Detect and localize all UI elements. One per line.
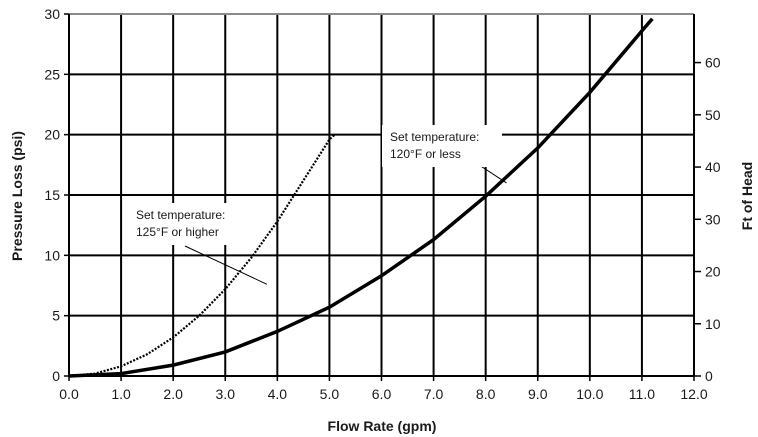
x-tick-label: 2.0 bbox=[163, 386, 183, 402]
y2-tick-label: 20 bbox=[705, 264, 721, 280]
y-tick-label: 20 bbox=[44, 127, 60, 143]
annotation-box bbox=[128, 203, 252, 245]
y-axis-ticks: 0 5 10 15 20 25 30 bbox=[44, 6, 69, 384]
y-tick-label: 25 bbox=[44, 66, 60, 82]
annotation-box bbox=[382, 125, 502, 167]
annotations: Set temperature: 125°F or higher Set tempe… bbox=[128, 125, 507, 285]
y-tick-label: 30 bbox=[44, 6, 60, 22]
x-tick-label: 11.0 bbox=[629, 386, 655, 402]
y2-tick-label: 0 bbox=[705, 368, 713, 384]
x-tick-label: 3.0 bbox=[216, 386, 236, 402]
x-tick-label: 10.0 bbox=[576, 386, 603, 402]
x-tick-label: 7.0 bbox=[424, 386, 444, 402]
annotation-text: 125°F or higher bbox=[136, 225, 219, 239]
annotation-text: Set temperature: bbox=[136, 208, 225, 222]
y-axis-title: Pressure Loss (psi) bbox=[9, 131, 25, 261]
x-tick-label: 12.0 bbox=[680, 386, 707, 402]
y2-axis-ticks: 0 10 20 30 40 50 60 bbox=[694, 55, 721, 384]
annotation-leader bbox=[184, 245, 268, 285]
data-series bbox=[68, 17, 654, 378]
x-tick-label: 1.0 bbox=[111, 386, 131, 402]
x-axis-ticks: 0.0 1.0 2.0 3.0 4.0 5.0 6.0 7.0 8.0 9.0 10.0 11.0 12… bbox=[59, 376, 708, 402]
y-tick-label: 5 bbox=[52, 308, 60, 324]
x-tick-label: 0.0 bbox=[59, 386, 79, 402]
y-tick-label: 10 bbox=[44, 247, 60, 263]
grid-lines bbox=[69, 14, 694, 376]
x-tick-label: 9.0 bbox=[528, 386, 548, 402]
y2-tick-label: 40 bbox=[705, 159, 721, 175]
annotation-text: 120°F or less bbox=[390, 147, 461, 161]
x-tick-label: 5.0 bbox=[320, 386, 340, 402]
x-tick-label: 4.0 bbox=[268, 386, 288, 402]
annotation-text: Set temperature: bbox=[390, 130, 479, 144]
series-line-120f bbox=[68, 17, 654, 378]
y2-tick-label: 30 bbox=[705, 211, 721, 227]
x-tick-label: 6.0 bbox=[372, 386, 392, 402]
y2-tick-label: 60 bbox=[705, 55, 721, 71]
x-tick-label: 8.0 bbox=[476, 386, 496, 402]
y2-tick-label: 10 bbox=[705, 316, 721, 332]
y-tick-label: 15 bbox=[44, 187, 60, 203]
y2-tick-label: 50 bbox=[705, 107, 721, 123]
x-axis-title: Flow Rate (gpm) bbox=[328, 418, 437, 434]
series-line-125f bbox=[68, 133, 336, 378]
y-tick-label: 0 bbox=[52, 368, 60, 384]
y2-axis-title: Ft of Head bbox=[739, 162, 755, 230]
